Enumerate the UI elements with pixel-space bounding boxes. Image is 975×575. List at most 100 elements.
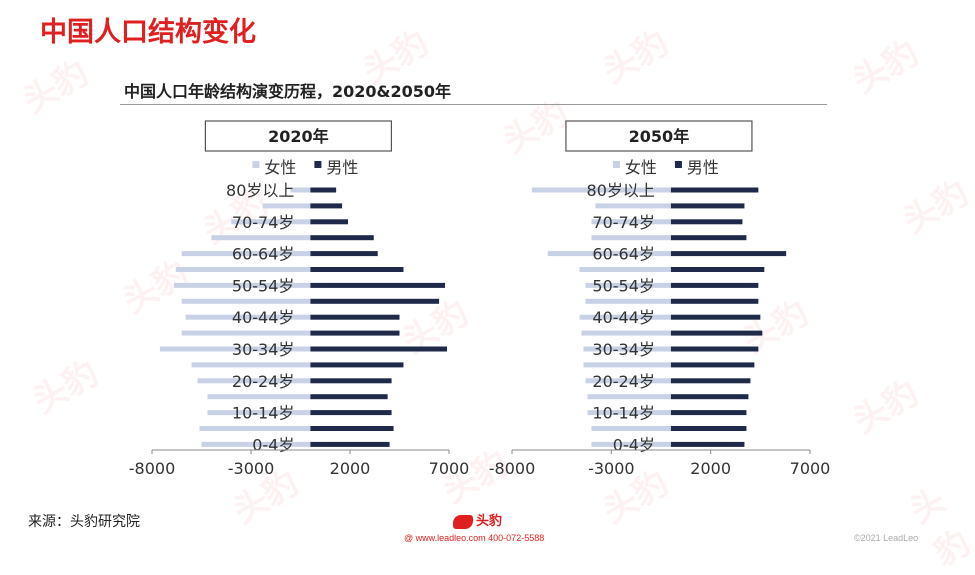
legend-swatch	[612, 161, 620, 168]
bar-female	[199, 426, 311, 431]
legend-label: 女性	[625, 158, 657, 177]
bar-female	[591, 426, 671, 431]
category-tick-label: 30-34岁	[232, 340, 295, 359]
bar-male	[670, 251, 787, 257]
category-tick-label: 70-74岁	[232, 213, 295, 232]
legend-swatch	[314, 161, 322, 168]
x-tick-label: 2000	[330, 459, 371, 478]
bar-female	[290, 187, 311, 193]
bar-female	[262, 203, 311, 209]
bar-male	[670, 298, 759, 304]
x-tick-label: 2000	[690, 459, 731, 478]
x-tick-label: -3000	[228, 459, 275, 478]
legend-label: 女性	[264, 158, 296, 177]
category-tick-label: 60-64岁	[232, 245, 295, 264]
panel-title-box	[565, 120, 753, 152]
bar-male	[670, 330, 763, 336]
bar-male	[670, 346, 759, 352]
bar-female	[583, 346, 671, 352]
bar-female	[591, 219, 671, 225]
bar-female	[595, 203, 671, 209]
chart-heading: 中国人口年龄结构演变历程，2020&2050年	[124, 82, 452, 101]
bar-male	[310, 394, 388, 400]
bar-female	[201, 441, 311, 447]
category-tick-label: 50-54岁	[232, 276, 295, 295]
bar-female	[191, 362, 311, 368]
category-tick-label: 20-24岁	[592, 372, 655, 391]
bar-male	[310, 267, 404, 272]
bar-male	[670, 235, 747, 241]
bar-male	[310, 282, 446, 288]
bar-female	[585, 298, 671, 304]
bar-female	[591, 441, 671, 447]
category-tick-label: 10-14岁	[592, 404, 655, 423]
bar-male	[670, 314, 761, 320]
bar-male	[670, 410, 747, 416]
bar-male	[310, 235, 374, 241]
panel-title: 2020年	[268, 127, 329, 146]
bar-female	[181, 330, 311, 336]
source-note: 来源：头豹研究院	[28, 514, 140, 530]
x-tick-label: -8000	[489, 459, 536, 478]
bar-female	[211, 235, 311, 241]
category-tick-label: 0-4岁	[613, 435, 655, 454]
category-tick-label: 20-24岁	[232, 372, 295, 391]
bar-male	[670, 394, 749, 400]
bar-male	[670, 282, 759, 288]
bar-male	[670, 267, 765, 272]
bar-male	[670, 187, 759, 193]
bar-male	[310, 298, 440, 304]
bar-female	[173, 282, 311, 288]
bar-male	[670, 441, 745, 447]
category-tick-label: 80岁以上	[587, 181, 655, 200]
footer-logo-text: 头豹	[476, 514, 503, 529]
bar-male	[670, 219, 743, 225]
x-tick-label: 7000	[429, 459, 470, 478]
x-tick-label: 7000	[790, 459, 831, 478]
leopard-logo-icon	[453, 514, 473, 529]
bar-female	[585, 378, 671, 384]
category-tick-label: 10-14岁	[232, 404, 295, 423]
bar-male	[310, 441, 390, 447]
x-tick-label: -3000	[588, 459, 635, 478]
category-tick-label: 70-74岁	[592, 213, 655, 232]
legend-swatch	[252, 161, 260, 168]
legend-label: 男性	[687, 158, 719, 177]
panel-title-box	[204, 120, 392, 152]
bar-male	[310, 251, 378, 257]
bar-male	[670, 362, 755, 368]
footer-copyright: ©2021 LeadLeo	[854, 533, 919, 543]
bar-female	[185, 314, 311, 320]
bar-male	[310, 346, 448, 352]
bar-female	[175, 267, 311, 272]
category-tick-label: 60-64岁	[592, 245, 655, 264]
bar-female	[591, 235, 671, 241]
bar-male	[670, 426, 747, 431]
bar-male	[310, 219, 349, 225]
bar-female	[231, 219, 311, 225]
category-tick-label: 40-44岁	[232, 308, 295, 327]
category-tick-label: 30-34岁	[592, 340, 655, 359]
legend-label: 男性	[326, 158, 358, 177]
bar-male	[310, 187, 337, 193]
footer-logo: 头豹	[453, 510, 502, 529]
bar-male	[310, 330, 400, 336]
bar-female	[181, 251, 311, 257]
bar-male	[310, 314, 400, 320]
bar-male	[670, 378, 751, 384]
bar-male	[310, 410, 392, 416]
bar-male	[310, 203, 343, 209]
category-tick-label: 40-44岁	[592, 308, 655, 327]
legend-swatch	[674, 161, 682, 168]
footer-contact: @ www.leadleo.com 400-072-5588	[404, 533, 545, 543]
bar-female	[207, 410, 311, 416]
category-tick-label: 0-4岁	[252, 435, 294, 454]
bar-female	[159, 346, 311, 352]
bar-male	[670, 203, 745, 209]
bar-female	[579, 267, 671, 272]
bar-male	[310, 362, 404, 368]
bar-female	[581, 330, 671, 336]
bar-female	[547, 251, 671, 257]
bar-female	[587, 394, 671, 400]
heading-divider	[120, 104, 827, 105]
